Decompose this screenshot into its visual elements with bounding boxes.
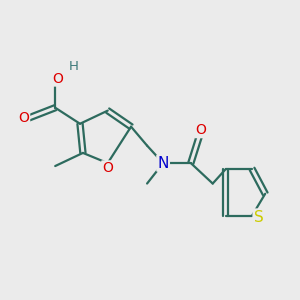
Text: O: O: [102, 161, 113, 176]
Text: O: O: [52, 71, 63, 85]
Text: S: S: [254, 210, 263, 225]
Text: N: N: [158, 156, 169, 171]
Text: O: O: [196, 123, 206, 137]
Text: O: O: [18, 111, 29, 125]
Text: H: H: [68, 60, 78, 74]
